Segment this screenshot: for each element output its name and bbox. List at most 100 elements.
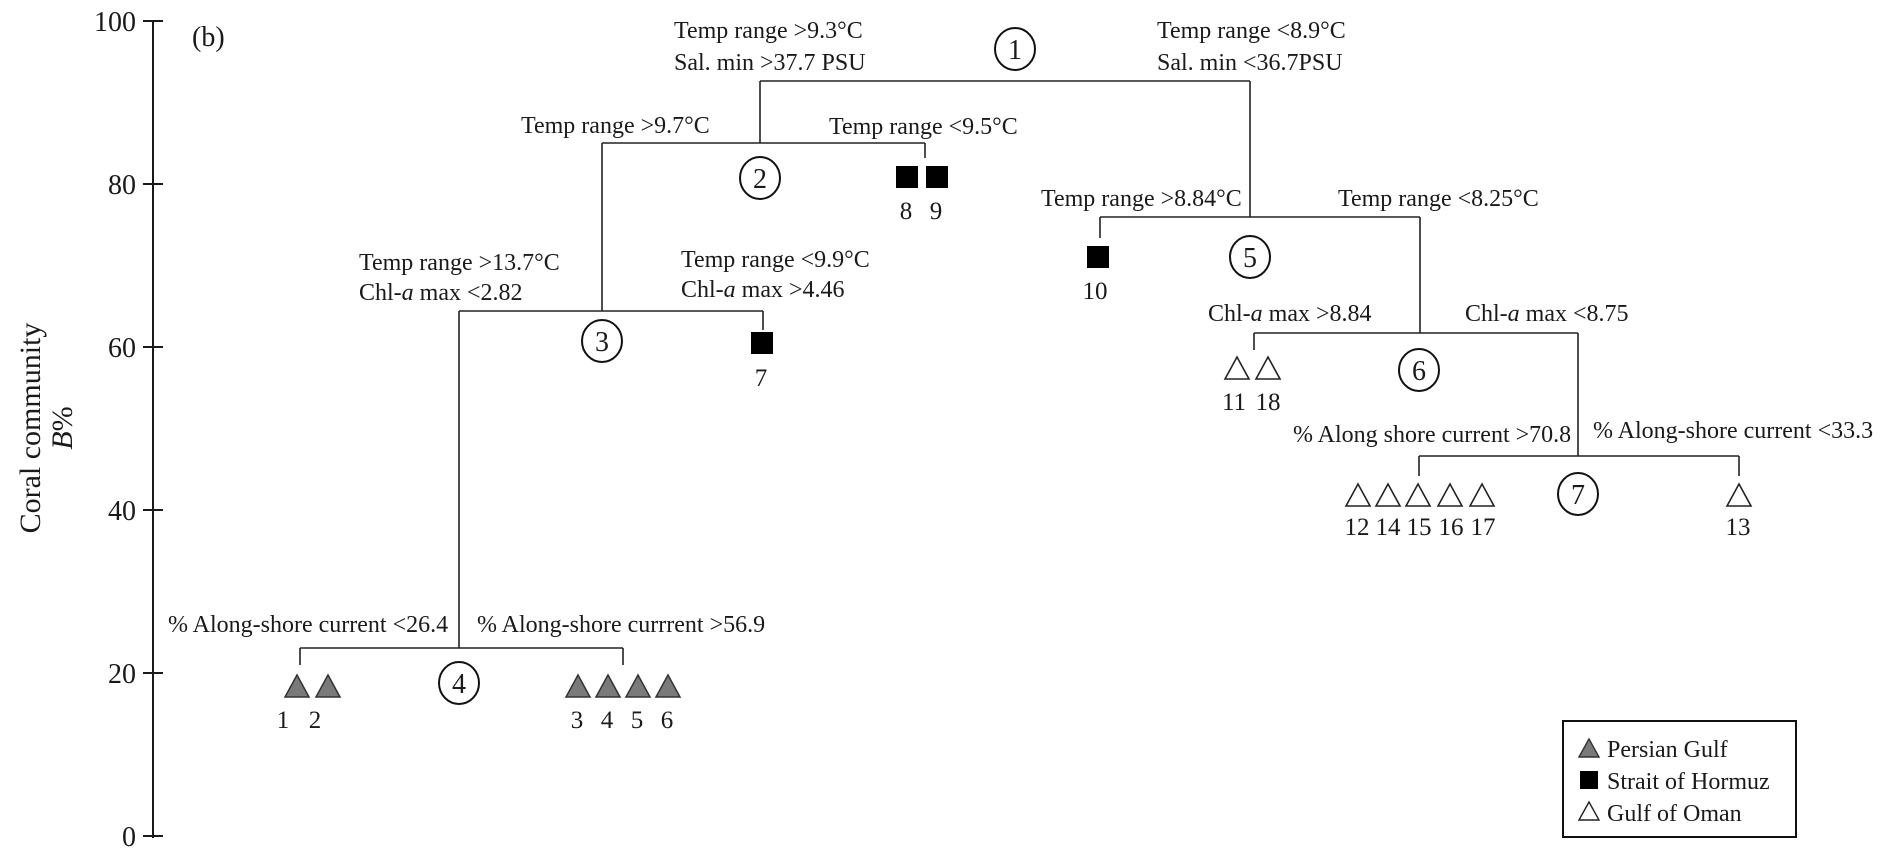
- node-number: 2: [753, 164, 767, 195]
- site-number: 12: [1345, 514, 1370, 541]
- strait-of-hormuz-square-icon: [1087, 246, 1109, 268]
- site-number: 14: [1376, 514, 1402, 541]
- split-label: Temp range <8.9°C: [1157, 18, 1346, 44]
- site-number: 2: [309, 707, 322, 734]
- y-tick-label: 100: [94, 7, 136, 38]
- node-circle: [1229, 235, 1271, 279]
- site-number: 13: [1726, 514, 1751, 541]
- persian-gulf-triangle-icon: [564, 673, 592, 698]
- split-labels: Temp range >9.3°C Sal. min >37.7 PSU Tem…: [168, 18, 1873, 638]
- tree-nodes: 1 2 3 4 5 6 7: [438, 27, 1599, 705]
- node-number: 7: [1571, 480, 1585, 511]
- gulf-of-oman-triangle-icon: [1344, 482, 1372, 507]
- split-label: Temp range >8.84°C: [1041, 186, 1242, 212]
- split-label-part: max >4.46: [736, 277, 845, 303]
- site-number: 5: [631, 707, 644, 734]
- tree-node: 5: [1229, 235, 1271, 279]
- site-number: 6: [661, 707, 674, 734]
- split-label: Sal. min >37.7 PSU: [674, 50, 866, 76]
- node-circle: [438, 661, 480, 705]
- tree-node: 1: [994, 27, 1036, 71]
- site-number: 10: [1083, 278, 1108, 305]
- tree-node: 2: [739, 156, 781, 200]
- site-number: 18: [1256, 389, 1281, 416]
- split-label: Temp range <9.5°C: [829, 114, 1018, 140]
- site-number: 7: [755, 365, 768, 392]
- y-axis: 0 20 40 60 80 100 Coral community B%: [14, 7, 163, 850]
- split-label-part: Chl-: [1465, 301, 1508, 327]
- site-number: 11: [1222, 389, 1246, 416]
- site-number: 17: [1471, 514, 1496, 541]
- split-label: Chl-a max >8.84: [1208, 301, 1372, 327]
- tree-node: 7: [1557, 472, 1599, 516]
- legend-label: Gulf of Oman: [1607, 801, 1742, 827]
- y-tick-label: 80: [108, 170, 136, 201]
- persian-gulf-triangle-icon: [283, 673, 311, 698]
- split-label-part: Chl-: [1208, 301, 1251, 327]
- gulf-of-oman-triangle-icon: [1577, 800, 1601, 821]
- site-number: 15: [1407, 514, 1432, 541]
- persian-gulf-triangle-icon: [1577, 737, 1601, 758]
- y-tick-label: 0: [122, 822, 136, 850]
- tree-node: 4: [438, 661, 480, 705]
- split-label: Temp range >9.3°C: [674, 18, 863, 44]
- legend: Persian Gulf Strait of Hormuz Gulf of Om…: [1562, 720, 1797, 838]
- split-label-italic: a: [1251, 301, 1263, 327]
- split-label: Temp range <9.9°C: [681, 247, 870, 273]
- legend-label: Persian Gulf: [1607, 737, 1728, 763]
- y-axis-label: Coral community: [14, 323, 47, 534]
- split-label-italic: a: [724, 277, 736, 303]
- split-label: % Along shore current >70.8: [1293, 422, 1571, 448]
- split-label: Chl-a max <2.82: [359, 280, 523, 306]
- node-number: 3: [595, 327, 609, 358]
- split-label: Sal. min <36.7PSU: [1157, 50, 1343, 76]
- split-label-part: Chl-: [359, 280, 402, 306]
- persian-gulf-triangle-icon: [594, 673, 622, 698]
- tree-node: 3: [581, 319, 623, 363]
- site-number: 3: [571, 707, 584, 734]
- split-label: Temp range >9.7°C: [521, 113, 710, 139]
- y-tick-label: 60: [108, 333, 136, 364]
- split-label-part: Chl-: [681, 277, 724, 303]
- split-label: % Along-shore current <33.3: [1593, 418, 1873, 444]
- node-circle: [1557, 472, 1599, 516]
- node-circle: [994, 27, 1036, 71]
- y-axis-label-unit: B%: [46, 406, 79, 449]
- tree-node: 6: [1398, 348, 1440, 392]
- node-number: 1: [1008, 35, 1022, 66]
- gulf-of-oman-triangle-icon: [1468, 482, 1496, 507]
- y-axis-label-italic: B: [46, 431, 79, 449]
- legend-box: [1562, 720, 1797, 838]
- strait-of-hormuz-square-icon: [926, 166, 948, 188]
- node-number: 5: [1243, 243, 1257, 274]
- gulf-of-oman-triangle-icon: [1223, 355, 1251, 380]
- split-label: % Along-shore currrent >56.9: [477, 612, 765, 638]
- split-label: Temp range <8.25°C: [1338, 186, 1539, 212]
- gulf-of-oman-triangle-icon: [1725, 482, 1753, 507]
- site-number: 9: [930, 198, 943, 225]
- split-label-italic: a: [1508, 301, 1520, 327]
- split-label-part: max <8.75: [1520, 301, 1629, 327]
- split-label-italic: a: [402, 280, 414, 306]
- persian-gulf-triangle-icon: [654, 673, 682, 698]
- node-circle: [581, 319, 623, 363]
- gulf-of-oman-triangle-icon: [1404, 482, 1432, 507]
- strait-of-hormuz-square-icon: [1580, 771, 1598, 789]
- persian-gulf-triangle-icon: [624, 673, 652, 698]
- site-number: 4: [601, 707, 614, 734]
- panel-label: (b): [192, 22, 225, 53]
- legend-label: Strait of Hormuz: [1607, 769, 1770, 795]
- persian-gulf-triangle-icon: [314, 673, 342, 698]
- split-label-part: max >8.84: [1263, 301, 1372, 327]
- site-number: 1: [277, 707, 290, 734]
- node-number: 4: [452, 669, 466, 700]
- node-circle: [1398, 348, 1440, 392]
- split-label: % Along-shore current <26.4: [168, 612, 448, 638]
- split-label-part: max <2.82: [414, 280, 523, 306]
- strait-of-hormuz-square-icon: [896, 166, 918, 188]
- site-number: 8: [900, 198, 913, 225]
- strait-of-hormuz-square-icon: [751, 332, 773, 354]
- tree-branches: [299, 80, 1740, 665]
- y-tick-label: 40: [108, 496, 136, 527]
